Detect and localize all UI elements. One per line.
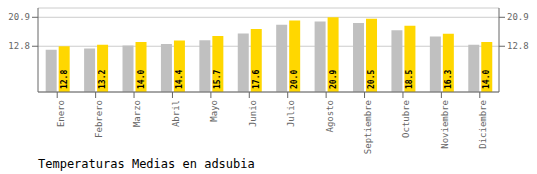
svg-text:20.5: 20.5 bbox=[367, 70, 376, 89]
svg-text:Agosto: Agosto bbox=[325, 100, 335, 133]
html-text:Temperaturas Medias en adsubia: Temperaturas Medias en adsubia bbox=[38, 157, 255, 171]
svg-text:12.8: 12.8 bbox=[8, 41, 30, 51]
svg-text:Enero: Enero bbox=[56, 100, 66, 127]
svg-text:14.0: 14.0 bbox=[137, 70, 146, 89]
svg-text:15.7: 15.7 bbox=[213, 70, 222, 89]
svg-text:Diciembre: Diciembre bbox=[478, 100, 488, 149]
svg-text:14.4: 14.4 bbox=[175, 70, 184, 89]
svg-text:20.9: 20.9 bbox=[8, 12, 30, 22]
svg-text:Julio: Julio bbox=[286, 100, 296, 127]
svg-text:13.2: 13.2 bbox=[98, 70, 107, 89]
svg-text:16.3: 16.3 bbox=[444, 70, 453, 89]
svg-text:20.0: 20.0 bbox=[290, 70, 299, 89]
svg-text:20.9: 20.9 bbox=[329, 70, 338, 89]
svg-text:20.9: 20.9 bbox=[507, 12, 529, 22]
svg-text:Octubre: Octubre bbox=[401, 100, 411, 138]
svg-text:Mayo: Mayo bbox=[209, 100, 219, 122]
svg-text:12.8: 12.8 bbox=[60, 70, 69, 89]
svg-text:17.6: 17.6 bbox=[252, 70, 261, 89]
svg-text:Noviembre: Noviembre bbox=[440, 100, 450, 149]
svg-text:18.5: 18.5 bbox=[405, 70, 414, 89]
svg-text:Septiembre: Septiembre bbox=[363, 100, 373, 154]
svg-text:14.0: 14.0 bbox=[482, 70, 491, 89]
svg-text:Junio: Junio bbox=[248, 100, 258, 127]
svg-text:Marzo: Marzo bbox=[132, 100, 142, 127]
svg-text:Abril: Abril bbox=[171, 100, 181, 127]
svg-text:Febrero: Febrero bbox=[94, 100, 104, 138]
svg-text:12.8: 12.8 bbox=[507, 41, 529, 51]
